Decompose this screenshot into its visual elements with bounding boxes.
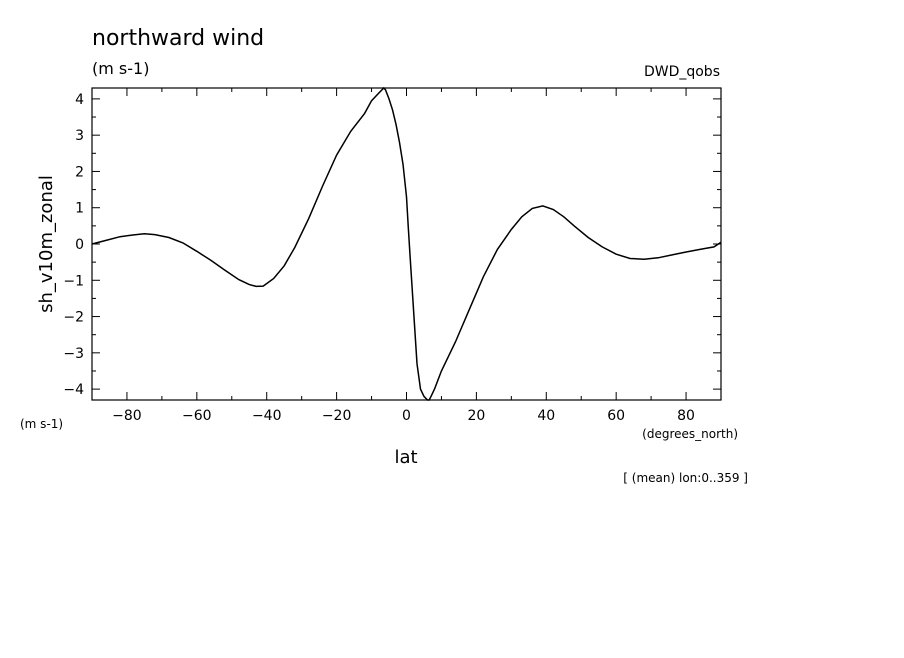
x-axis-unit: (degrees_north) xyxy=(642,427,738,441)
x-tick-label: −40 xyxy=(252,408,282,424)
y-tick-label: −1 xyxy=(63,273,84,289)
x-tick-label: 80 xyxy=(677,408,695,424)
x-tick-label: 20 xyxy=(467,408,485,424)
y-axis-unit: (m s-1) xyxy=(20,417,63,431)
x-tick-label: 0 xyxy=(402,408,411,424)
x-tick-label: 40 xyxy=(537,408,555,424)
x-tick-label: −20 xyxy=(322,408,352,424)
x-axis-label: lat xyxy=(394,447,417,468)
axis-ticks xyxy=(91,88,722,400)
tick-labels: −80 −60 −40 −20 0 20 40 60 80 −4 −3 −2 −1 0 1 2 3 4 xyxy=(63,92,695,424)
x-tick-label: −80 xyxy=(112,408,142,424)
y-tick-label: −2 xyxy=(63,310,84,326)
x-tick-label: 60 xyxy=(607,408,625,424)
y-tick-label: 0 xyxy=(75,237,84,253)
y-tick-label: −4 xyxy=(63,382,84,398)
plot-frame xyxy=(91,87,722,401)
chart-title: northward wind xyxy=(92,26,264,51)
y-axis-label: sh_v10m_zonal xyxy=(36,175,57,313)
y-tick-label: 3 xyxy=(75,128,84,144)
y-tick-label: 2 xyxy=(75,164,84,180)
dataset-label: DWD_qobs xyxy=(644,64,720,80)
series-line xyxy=(91,86,722,401)
y-tick-label: 4 xyxy=(75,92,84,108)
chart-subtitle: (m s-1) xyxy=(92,59,149,78)
x-tick-label: −60 xyxy=(182,408,212,424)
y-tick-label: −3 xyxy=(63,346,84,362)
plot-area: −80 −60 −40 −20 0 20 40 60 80 −4 −3 −2 −1 0 1 2 3 4 xyxy=(63,86,722,424)
footnote-annotation: [ (mean) lon:0..359 ] xyxy=(623,471,748,485)
y-tick-label: 1 xyxy=(75,201,84,217)
